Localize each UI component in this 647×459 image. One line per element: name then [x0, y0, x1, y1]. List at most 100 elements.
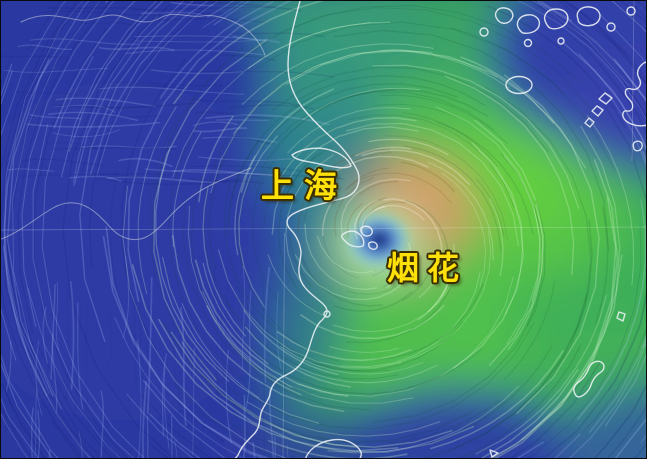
wind-streak: [329, 346, 399, 353]
island-zhoushan-b: [360, 225, 373, 237]
wind-streak: [313, 155, 429, 194]
wind-streak: [223, 294, 399, 380]
wind-streak: [171, 381, 496, 458]
wind-streak: [14, 286, 103, 458]
wind-streak: [594, 64, 646, 458]
wind-streak: [100, 390, 105, 458]
wind-streak: [383, 262, 408, 288]
wind-streak: [255, 88, 397, 196]
islet-ne-5: [626, 6, 636, 16]
wind-streak: [491, 196, 617, 458]
wind-streak: [520, 125, 621, 441]
wind-streak: [227, 91, 322, 225]
wind-streak: [216, 119, 269, 121]
wind-streak: [368, 138, 449, 156]
wind-streak: [542, 94, 646, 458]
wind-streak: [453, 142, 524, 369]
islet-diamond-1: [598, 92, 613, 105]
wind-streak: [480, 368, 579, 458]
wind-streak: [1, 443, 4, 457]
wind-streak: [436, 121, 534, 235]
wind-streak: [81, 145, 177, 149]
wind-streak: [388, 399, 500, 444]
wind-streak: [228, 140, 260, 236]
wind-streak: [206, 305, 302, 396]
wind-streak: [372, 64, 580, 209]
wind-streak: [457, 344, 582, 458]
wind-streak: [262, 127, 338, 228]
wind-streak: [202, 187, 246, 337]
wind-streak: [253, 117, 310, 189]
wind-streak: [271, 66, 550, 153]
wind-streak: [241, 43, 434, 105]
islet-se: [616, 311, 626, 322]
wind-streak: [300, 304, 445, 340]
wind-streak: [114, 317, 245, 458]
wind-streak: [171, 169, 279, 177]
wind-streak: [243, 4, 581, 83]
wind-streak: [101, 114, 161, 118]
wind-streak: [194, 259, 349, 397]
wind-streak: [507, 204, 544, 351]
wind-streak: [322, 224, 359, 279]
wind-streak: [4, 359, 10, 458]
wind-streak: [41, 56, 145, 458]
wind-streak: [181, 303, 260, 399]
wind-streak: [1, 379, 46, 458]
islet-triangle-south: [489, 449, 499, 458]
wind-streak: [440, 244, 455, 298]
wind-streak: [148, 113, 249, 404]
wind-streak: [500, 153, 544, 326]
wind-streak: [244, 326, 352, 388]
wind-streak: [606, 405, 646, 458]
wind-streak: [40, 303, 47, 418]
wind-streak: [142, 380, 544, 458]
wind-streak: [276, 330, 412, 362]
wind-streak: [105, 226, 265, 458]
wind-streak: [148, 11, 224, 14]
wind-streak: [141, 328, 149, 379]
wind-streak: [146, 18, 266, 24]
wind-streak: [345, 172, 452, 204]
wind-streak: [163, 366, 170, 450]
wind-streak: [529, 1, 646, 118]
wind-streak: [304, 170, 332, 221]
wind-streak: [285, 49, 586, 169]
wind-streak: [345, 261, 458, 344]
wind-streak: [236, 296, 331, 368]
wind-streak: [586, 115, 635, 286]
wind-streak: [29, 114, 82, 120]
wind-streak: [213, 257, 218, 302]
wind-streak: [374, 283, 484, 361]
wind-streak: [126, 394, 194, 458]
wind-streak: [7, 168, 55, 172]
island-zhoushan-c: [367, 241, 378, 250]
wind-streak: [232, 49, 498, 135]
wind-streak: [77, 302, 84, 410]
wind-streak: [402, 112, 498, 167]
wind-streak: [229, 422, 323, 458]
wind-streak: [32, 124, 135, 458]
wind-streak: [287, 107, 411, 154]
wind-streak: [361, 149, 471, 186]
wind-streak: [182, 194, 372, 411]
wind-streak: [475, 295, 607, 455]
wind-streak: [250, 347, 440, 395]
wind-streak: [89, 81, 225, 87]
wind-streak: [427, 261, 455, 313]
wind-streak: [139, 288, 143, 408]
wind-streak: [224, 182, 276, 329]
wind-streak: [142, 380, 148, 458]
wind-streak: [333, 177, 375, 238]
wind-streak: [33, 27, 128, 458]
wind-streak: [126, 49, 266, 56]
wind-streak: [263, 266, 271, 383]
wind-streak: [187, 205, 293, 388]
wind-streak: [202, 136, 278, 143]
wind-streak: [255, 21, 616, 171]
wind-streak: [242, 264, 246, 369]
wind-streak: [371, 199, 546, 424]
wind-streak: [79, 1, 195, 342]
